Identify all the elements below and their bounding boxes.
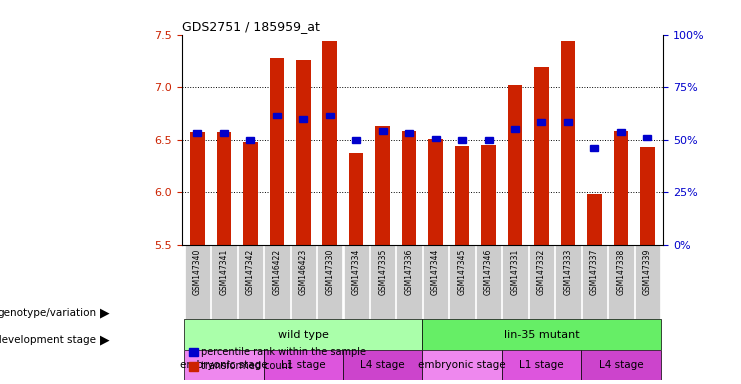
Bar (582, 245, 607, 319)
Text: wild type: wild type (278, 329, 329, 339)
Bar (423, 245, 448, 319)
Bar (422, 350, 502, 380)
Bar (405, 131, 413, 136)
Bar (581, 350, 660, 380)
Text: L1 stage: L1 stage (281, 360, 325, 370)
Bar (185, 319, 422, 350)
Bar (476, 245, 501, 319)
Bar (264, 245, 290, 319)
Bar (185, 245, 210, 319)
Bar (370, 245, 396, 319)
Bar (270, 58, 284, 245)
Bar (379, 128, 387, 134)
Text: GSM147331: GSM147331 (511, 248, 519, 295)
Text: GSM147335: GSM147335 (378, 248, 388, 295)
Bar (422, 319, 660, 350)
Text: GSM147333: GSM147333 (563, 248, 573, 295)
Bar (591, 145, 598, 151)
Bar (485, 137, 493, 142)
Text: GSM147342: GSM147342 (246, 248, 255, 295)
Text: GSM146422: GSM146422 (272, 248, 282, 295)
Bar (211, 245, 236, 319)
Bar (376, 126, 390, 245)
Bar (537, 119, 545, 125)
Bar (614, 131, 628, 245)
Text: GSM147334: GSM147334 (352, 248, 361, 295)
Bar (220, 131, 228, 136)
Bar (561, 41, 575, 245)
Text: genotype/variation: genotype/variation (0, 308, 96, 318)
Bar (502, 350, 581, 380)
Text: embryonic stage: embryonic stage (180, 360, 268, 370)
Text: development stage: development stage (0, 335, 96, 345)
Bar (326, 113, 333, 118)
Bar (243, 142, 258, 245)
Bar (396, 245, 422, 319)
Bar (290, 245, 316, 319)
Text: GSM147346: GSM147346 (484, 248, 493, 295)
Bar (343, 350, 422, 380)
Bar (555, 245, 581, 319)
Text: GSM147345: GSM147345 (457, 248, 467, 295)
Bar (185, 350, 264, 380)
Bar (344, 245, 369, 319)
Text: transformed count: transformed count (201, 361, 291, 371)
Text: L1 stage: L1 stage (519, 360, 564, 370)
Bar (238, 245, 263, 319)
Bar (322, 41, 337, 245)
Bar (634, 245, 660, 319)
Bar (317, 245, 342, 319)
Bar (273, 113, 281, 118)
Text: GSM147340: GSM147340 (193, 248, 202, 295)
Bar (508, 85, 522, 245)
Text: GSM147338: GSM147338 (617, 248, 625, 295)
Bar (617, 129, 625, 135)
Bar (193, 131, 202, 136)
Text: GSM146423: GSM146423 (299, 248, 308, 295)
Text: GSM147332: GSM147332 (537, 248, 546, 295)
Text: GDS2751 / 185959_at: GDS2751 / 185959_at (182, 20, 319, 33)
Bar (299, 116, 308, 121)
Bar (216, 132, 231, 245)
Bar (529, 245, 554, 319)
Bar (349, 153, 364, 245)
Bar (587, 194, 602, 245)
Bar (246, 137, 254, 142)
Bar (564, 119, 572, 125)
Text: ▶: ▶ (100, 306, 110, 319)
Bar (455, 146, 469, 245)
Bar (449, 245, 475, 319)
Bar (458, 137, 466, 142)
Text: percentile rank within the sample: percentile rank within the sample (201, 347, 366, 357)
Text: GSM147337: GSM147337 (590, 248, 599, 295)
Text: L4 stage: L4 stage (599, 360, 643, 370)
Bar (643, 135, 651, 141)
Bar (608, 245, 634, 319)
Text: ▶: ▶ (100, 333, 110, 346)
Text: lin-35 mutant: lin-35 mutant (504, 329, 579, 339)
Text: embryonic stage: embryonic stage (418, 360, 506, 370)
Bar (502, 245, 528, 319)
Bar (190, 132, 205, 245)
Bar (534, 67, 549, 245)
Bar (352, 137, 360, 142)
Text: GSM147344: GSM147344 (431, 248, 440, 295)
Bar (402, 131, 416, 245)
Bar (428, 139, 443, 245)
Bar (431, 136, 439, 141)
Text: GSM147330: GSM147330 (325, 248, 334, 295)
Bar (296, 60, 310, 245)
Bar (481, 145, 496, 245)
Text: GSM147336: GSM147336 (405, 248, 413, 295)
Bar (511, 126, 519, 132)
Text: L4 stage: L4 stage (360, 360, 405, 370)
Text: GSM147339: GSM147339 (642, 248, 652, 295)
Text: GSM147341: GSM147341 (219, 248, 228, 295)
Bar (640, 147, 654, 245)
Bar (264, 350, 343, 380)
